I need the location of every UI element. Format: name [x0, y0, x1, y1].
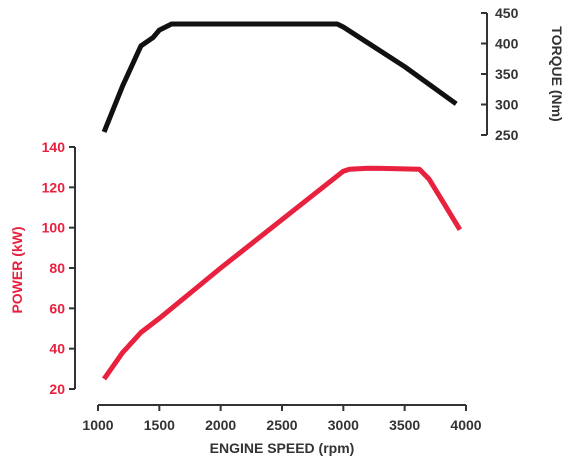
torque-tick-label: 400 [495, 36, 519, 52]
x-tick-label: 2000 [205, 417, 236, 433]
x-tick-label: 3000 [328, 417, 359, 433]
x-axis-title: ENGINE SPEED (rpm) [210, 440, 355, 456]
power-tick-label: 60 [49, 300, 65, 316]
power-axis-title: POWER (kW) [9, 226, 25, 313]
x-tick-label: 4000 [450, 417, 481, 433]
torque-axis: 250 300 350 400 450 [481, 5, 519, 143]
x-tick-label: 2500 [266, 417, 297, 433]
torque-tick-label: 350 [495, 66, 519, 82]
power-curve [102, 165, 463, 381]
x-tick-label: 3500 [389, 417, 420, 433]
torque-tick-label: 300 [495, 97, 519, 113]
x-tick-label: 1000 [82, 417, 113, 433]
power-tick-label: 100 [42, 220, 66, 236]
x-axis: 1000 1500 2000 2500 3000 3500 4000 [82, 404, 482, 433]
power-tick-label: 140 [42, 139, 66, 155]
power-tick-label: 80 [49, 260, 65, 276]
torque-axis-title: TORQUE (Nm) [549, 26, 565, 121]
torque-curve [101, 21, 458, 133]
power-tick-label: 120 [42, 179, 66, 195]
x-tick-label: 1500 [144, 417, 175, 433]
series-layer [101, 21, 463, 381]
power-tick-label: 20 [49, 381, 65, 397]
torque-tick-label: 450 [495, 5, 519, 21]
torque-tick-label: 250 [495, 127, 519, 143]
power-axis: 20 40 60 80 100 120 140 [42, 139, 76, 397]
power-tick-label: 40 [49, 341, 65, 357]
